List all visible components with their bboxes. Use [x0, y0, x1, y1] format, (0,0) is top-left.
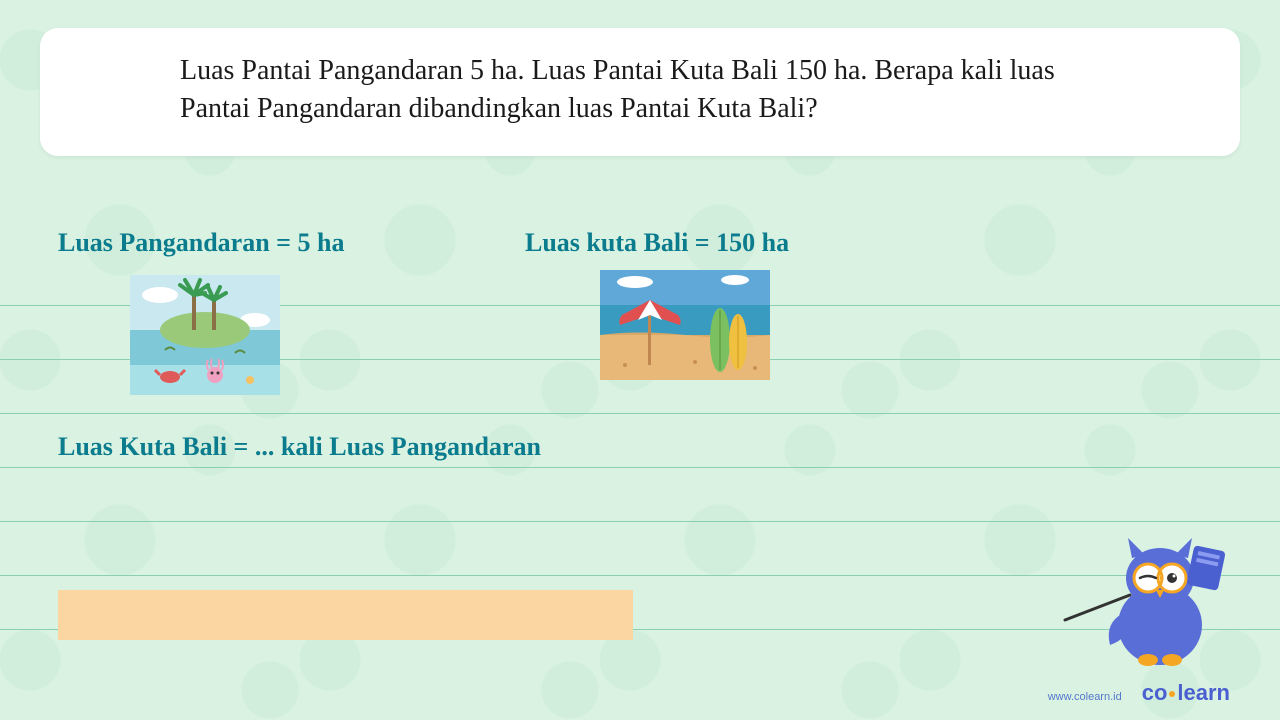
- footer: www.colearn.id colearn: [1048, 680, 1230, 706]
- island-illustration: [130, 275, 280, 395]
- answer-highlight-box: [58, 590, 633, 640]
- handwritten-comparison-question: Luas Kuta Bali = ... kali Luas Pangandar…: [58, 432, 541, 462]
- footer-url: www.colearn.id: [1048, 691, 1122, 703]
- footer-brand-logo: colearn: [1142, 680, 1230, 706]
- brand-part1: co: [1142, 680, 1168, 705]
- handwritten-kuta-bali-area: Luas kuta Bali = 150 ha: [525, 228, 789, 258]
- owl-mascot: [1060, 530, 1230, 680]
- question-text: Luas Pantai Pangandaran 5 ha. Luas Panta…: [180, 52, 1100, 128]
- question-card: Luas Pantai Pangandaran 5 ha. Luas Panta…: [40, 28, 1240, 156]
- handwritten-pangandaran-area: Luas Pangandaran = 5 ha: [58, 228, 344, 258]
- beach-illustration: [600, 270, 770, 380]
- brand-dot-icon: [1169, 691, 1175, 697]
- brand-part2: learn: [1177, 680, 1230, 705]
